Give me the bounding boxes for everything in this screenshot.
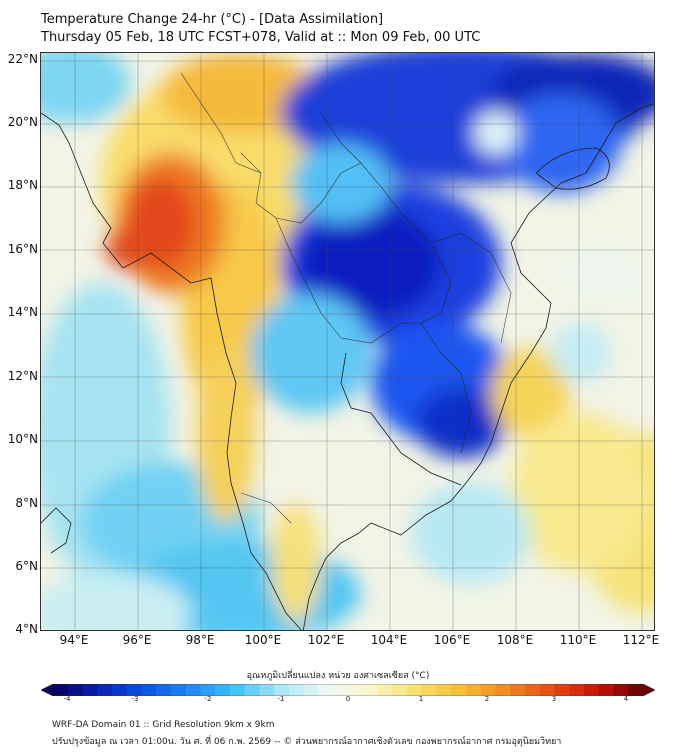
colorbar-segment [510, 684, 526, 696]
colorbar-segment [480, 684, 496, 696]
colorbar-max-extend [643, 684, 655, 696]
lat-label-16n: 16°N [7, 242, 38, 256]
colorbar-segment [628, 684, 644, 696]
colorbar-segment [82, 684, 98, 696]
colorbar-segment [112, 684, 128, 696]
colorbar-segment [244, 684, 260, 696]
colorbar-segment [377, 684, 393, 696]
lon-label-104e: 104°E [370, 633, 408, 647]
lat-label-12n: 12°N [7, 369, 38, 383]
colorbar-tick-label: -1 [277, 695, 285, 703]
colorbar-segment [97, 684, 113, 696]
colorbar-segment [407, 684, 423, 696]
colorbar-segment [421, 684, 437, 696]
colorbar-segment [362, 684, 378, 696]
lat-label-4n: 4°N [15, 622, 38, 636]
lat-label-8n: 8°N [15, 496, 38, 510]
colorbar-segment [333, 684, 349, 696]
colorbar-segment [392, 684, 408, 696]
temperature-change-map [40, 52, 655, 631]
footer-domain-info: WRF-DA Domain 01 :: Grid Resolution 9km … [52, 720, 275, 730]
colorbar-tick-label: 4 [623, 695, 629, 703]
colorbar-segment [584, 684, 600, 696]
lon-label-98e: 98°E [185, 633, 215, 647]
lat-label-6n: 6°N [15, 559, 38, 573]
lat-label-18n: 18°N [7, 178, 38, 192]
colorbar-segment [466, 684, 482, 696]
colorbar-segment [554, 684, 570, 696]
colorbar-segment [303, 684, 319, 696]
lon-label-102e: 102°E [307, 633, 345, 647]
colorbar-segment [230, 684, 246, 696]
colorbar-segment [185, 684, 201, 696]
lon-label-108e: 108°E [496, 633, 534, 647]
colorbar-segment [348, 684, 364, 696]
colorbar-min-extend [41, 684, 53, 696]
map-subtitle: Thursday 05 Feb, 18 UTC FCST+078, Valid … [41, 30, 481, 45]
colorbar-segment [259, 684, 275, 696]
colorbar-segment [67, 684, 83, 696]
colorbar-tick-label: -2 [204, 695, 212, 703]
colorbar-segment [141, 684, 157, 696]
lat-label-20n: 20°N [7, 115, 38, 129]
colorbar-tick-label: 2 [484, 695, 490, 703]
colorbar-segment [156, 684, 172, 696]
colorbar-segment [289, 684, 305, 696]
lon-label-94e: 94°E [59, 633, 89, 647]
colorbar-tick-label: 3 [551, 695, 557, 703]
colorbar-segment [53, 684, 69, 696]
lon-label-106e: 106°E [433, 633, 471, 647]
colorbar-segment [613, 684, 629, 696]
colorbar-segment [569, 684, 585, 696]
temperature-field [41, 53, 654, 630]
colorbar [40, 681, 656, 697]
lon-label-96e: 96°E [122, 633, 152, 647]
lat-label-10n: 10°N [7, 432, 38, 446]
graticule [41, 53, 654, 630]
colorbar-segment [436, 684, 452, 696]
map-canvas [41, 53, 654, 630]
colorbar-segment [598, 684, 614, 696]
colorbar-segment [525, 684, 541, 696]
colorbar-segment [495, 684, 511, 696]
lat-label-22n: 22°N [7, 52, 38, 66]
colorbar-segment [539, 684, 555, 696]
map-title: Temperature Change 24-hr (°C) - [Data As… [41, 12, 384, 27]
colorbar-segment [215, 684, 231, 696]
colorbar-tick-label: -3 [131, 695, 139, 703]
colorbar-segment [171, 684, 187, 696]
colorbar-graphic [40, 683, 656, 697]
colorbar-segment [318, 684, 334, 696]
coastlines [41, 103, 654, 630]
lon-label-110e: 110°E [559, 633, 597, 647]
colorbar-segment [451, 684, 467, 696]
colorbar-tick-label: 0 [345, 695, 351, 703]
footer-credit: ปรับปรุงข้อมูล ณ เวลา 01:00น. วัน ศ. ที่… [52, 737, 562, 747]
colorbar-title: อุณหภูมิเปลี่ยนแปลง หน่วย องศาเซลเซียส (… [246, 671, 430, 681]
colorbar-segment [200, 684, 216, 696]
lon-label-112e: 112°E [622, 633, 660, 647]
colorbar-segment [274, 684, 290, 696]
colorbar-segment [126, 684, 142, 696]
lat-label-14n: 14°N [7, 305, 38, 319]
country-borders [180, 72, 512, 524]
colorbar-tick-label: 1 [418, 695, 424, 703]
colorbar-tick-label: -4 [63, 695, 71, 703]
lon-label-100e: 100°E [244, 633, 282, 647]
